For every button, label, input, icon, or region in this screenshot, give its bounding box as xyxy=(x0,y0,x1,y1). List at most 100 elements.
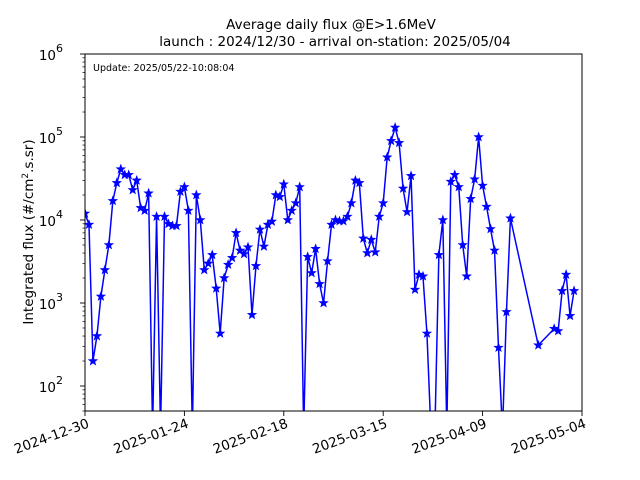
data-point xyxy=(568,285,580,296)
data-point xyxy=(139,205,150,215)
data-point xyxy=(493,342,504,353)
data-point xyxy=(290,197,301,208)
data-point xyxy=(195,214,206,225)
data-point xyxy=(370,246,381,257)
y-axis-label-main: Integrated flux (#/cm xyxy=(21,179,37,325)
data-point xyxy=(389,122,401,132)
data-point xyxy=(99,264,111,275)
data-point xyxy=(294,181,305,192)
data-point xyxy=(230,227,242,238)
data-point xyxy=(274,191,286,202)
data-point xyxy=(505,212,516,223)
data-point xyxy=(326,219,337,230)
data-point xyxy=(453,181,464,192)
data-point xyxy=(85,207,91,218)
chart-subtitle: launch : 2024/12/30 - arrival on-station… xyxy=(159,34,511,50)
y-axis-label-sup: 2 xyxy=(21,173,31,179)
data-point xyxy=(449,169,460,180)
data-point xyxy=(473,131,484,142)
data-point xyxy=(302,251,313,262)
data-point xyxy=(199,264,210,275)
data-point xyxy=(322,255,333,266)
data-point xyxy=(465,193,476,204)
data-point xyxy=(564,310,576,321)
chart-title: Average daily flux @E>1.6MeV xyxy=(226,17,436,33)
data-point xyxy=(485,223,496,234)
y-axis-label-tail: .s.sr) xyxy=(21,139,37,172)
data-point xyxy=(421,327,433,338)
data-point xyxy=(338,215,349,226)
plot-area xyxy=(85,122,580,411)
data-point xyxy=(552,325,564,336)
data-point xyxy=(556,285,568,296)
data-point xyxy=(278,178,289,189)
data-point xyxy=(111,177,122,188)
data-point xyxy=(258,241,270,251)
data-point xyxy=(203,257,214,268)
data-point xyxy=(218,272,230,283)
data-point xyxy=(87,355,99,366)
data-point xyxy=(159,211,170,221)
data-point xyxy=(175,186,186,197)
data-point xyxy=(366,234,377,245)
data-point xyxy=(393,137,405,148)
data-point xyxy=(318,297,329,308)
data-point xyxy=(286,205,297,215)
data-point xyxy=(226,252,238,263)
data-point xyxy=(409,284,421,295)
y-tick-label: 105 xyxy=(39,125,63,147)
data-point xyxy=(179,181,190,192)
data-point xyxy=(358,232,369,243)
data-point xyxy=(346,197,357,208)
data-point xyxy=(445,176,456,187)
y-tick-label: 106 xyxy=(39,42,63,64)
y-tick-label: 102 xyxy=(39,374,63,396)
data-point xyxy=(282,214,293,225)
data-point xyxy=(548,323,560,334)
data-point xyxy=(127,184,138,195)
data-point xyxy=(378,197,389,208)
y-tick-label: 104 xyxy=(39,208,63,230)
data-point xyxy=(437,214,449,225)
data-point xyxy=(310,243,321,254)
data-point xyxy=(222,259,234,270)
data-point xyxy=(306,267,317,278)
data-point xyxy=(381,151,393,162)
data-point xyxy=(183,205,194,215)
data-point xyxy=(461,270,472,281)
data-point xyxy=(254,223,266,234)
data-point xyxy=(107,195,119,206)
data-point xyxy=(171,220,182,231)
data-point xyxy=(350,174,361,185)
data-point xyxy=(560,269,572,280)
data-point xyxy=(354,177,365,188)
y-tick-label: 103 xyxy=(39,291,63,313)
data-point xyxy=(242,241,254,252)
data-point xyxy=(207,249,218,260)
data-point xyxy=(397,182,409,193)
data-point xyxy=(469,173,480,184)
data-point xyxy=(214,327,226,338)
data-point xyxy=(143,187,154,198)
data-point xyxy=(123,169,134,180)
update-annotation: Update: 2025/05/22-10:08:04 xyxy=(93,63,234,74)
data-point xyxy=(191,189,202,200)
y-axis: 102 103 104 105 106 xyxy=(39,42,85,412)
data-point xyxy=(250,260,262,271)
data-point xyxy=(405,170,417,181)
data-point xyxy=(385,135,397,146)
data-point xyxy=(91,330,103,341)
data-point xyxy=(489,244,500,255)
data-point xyxy=(362,247,373,258)
y-axis-label: Integrated flux (#/cm2.s.sr) xyxy=(21,139,37,324)
data-point xyxy=(374,211,385,221)
data-point xyxy=(342,211,353,221)
data-point xyxy=(401,206,413,217)
data-point xyxy=(238,248,250,259)
data-point xyxy=(501,306,512,317)
data-point xyxy=(95,290,107,301)
data-point xyxy=(211,282,222,293)
data-point xyxy=(533,339,544,350)
